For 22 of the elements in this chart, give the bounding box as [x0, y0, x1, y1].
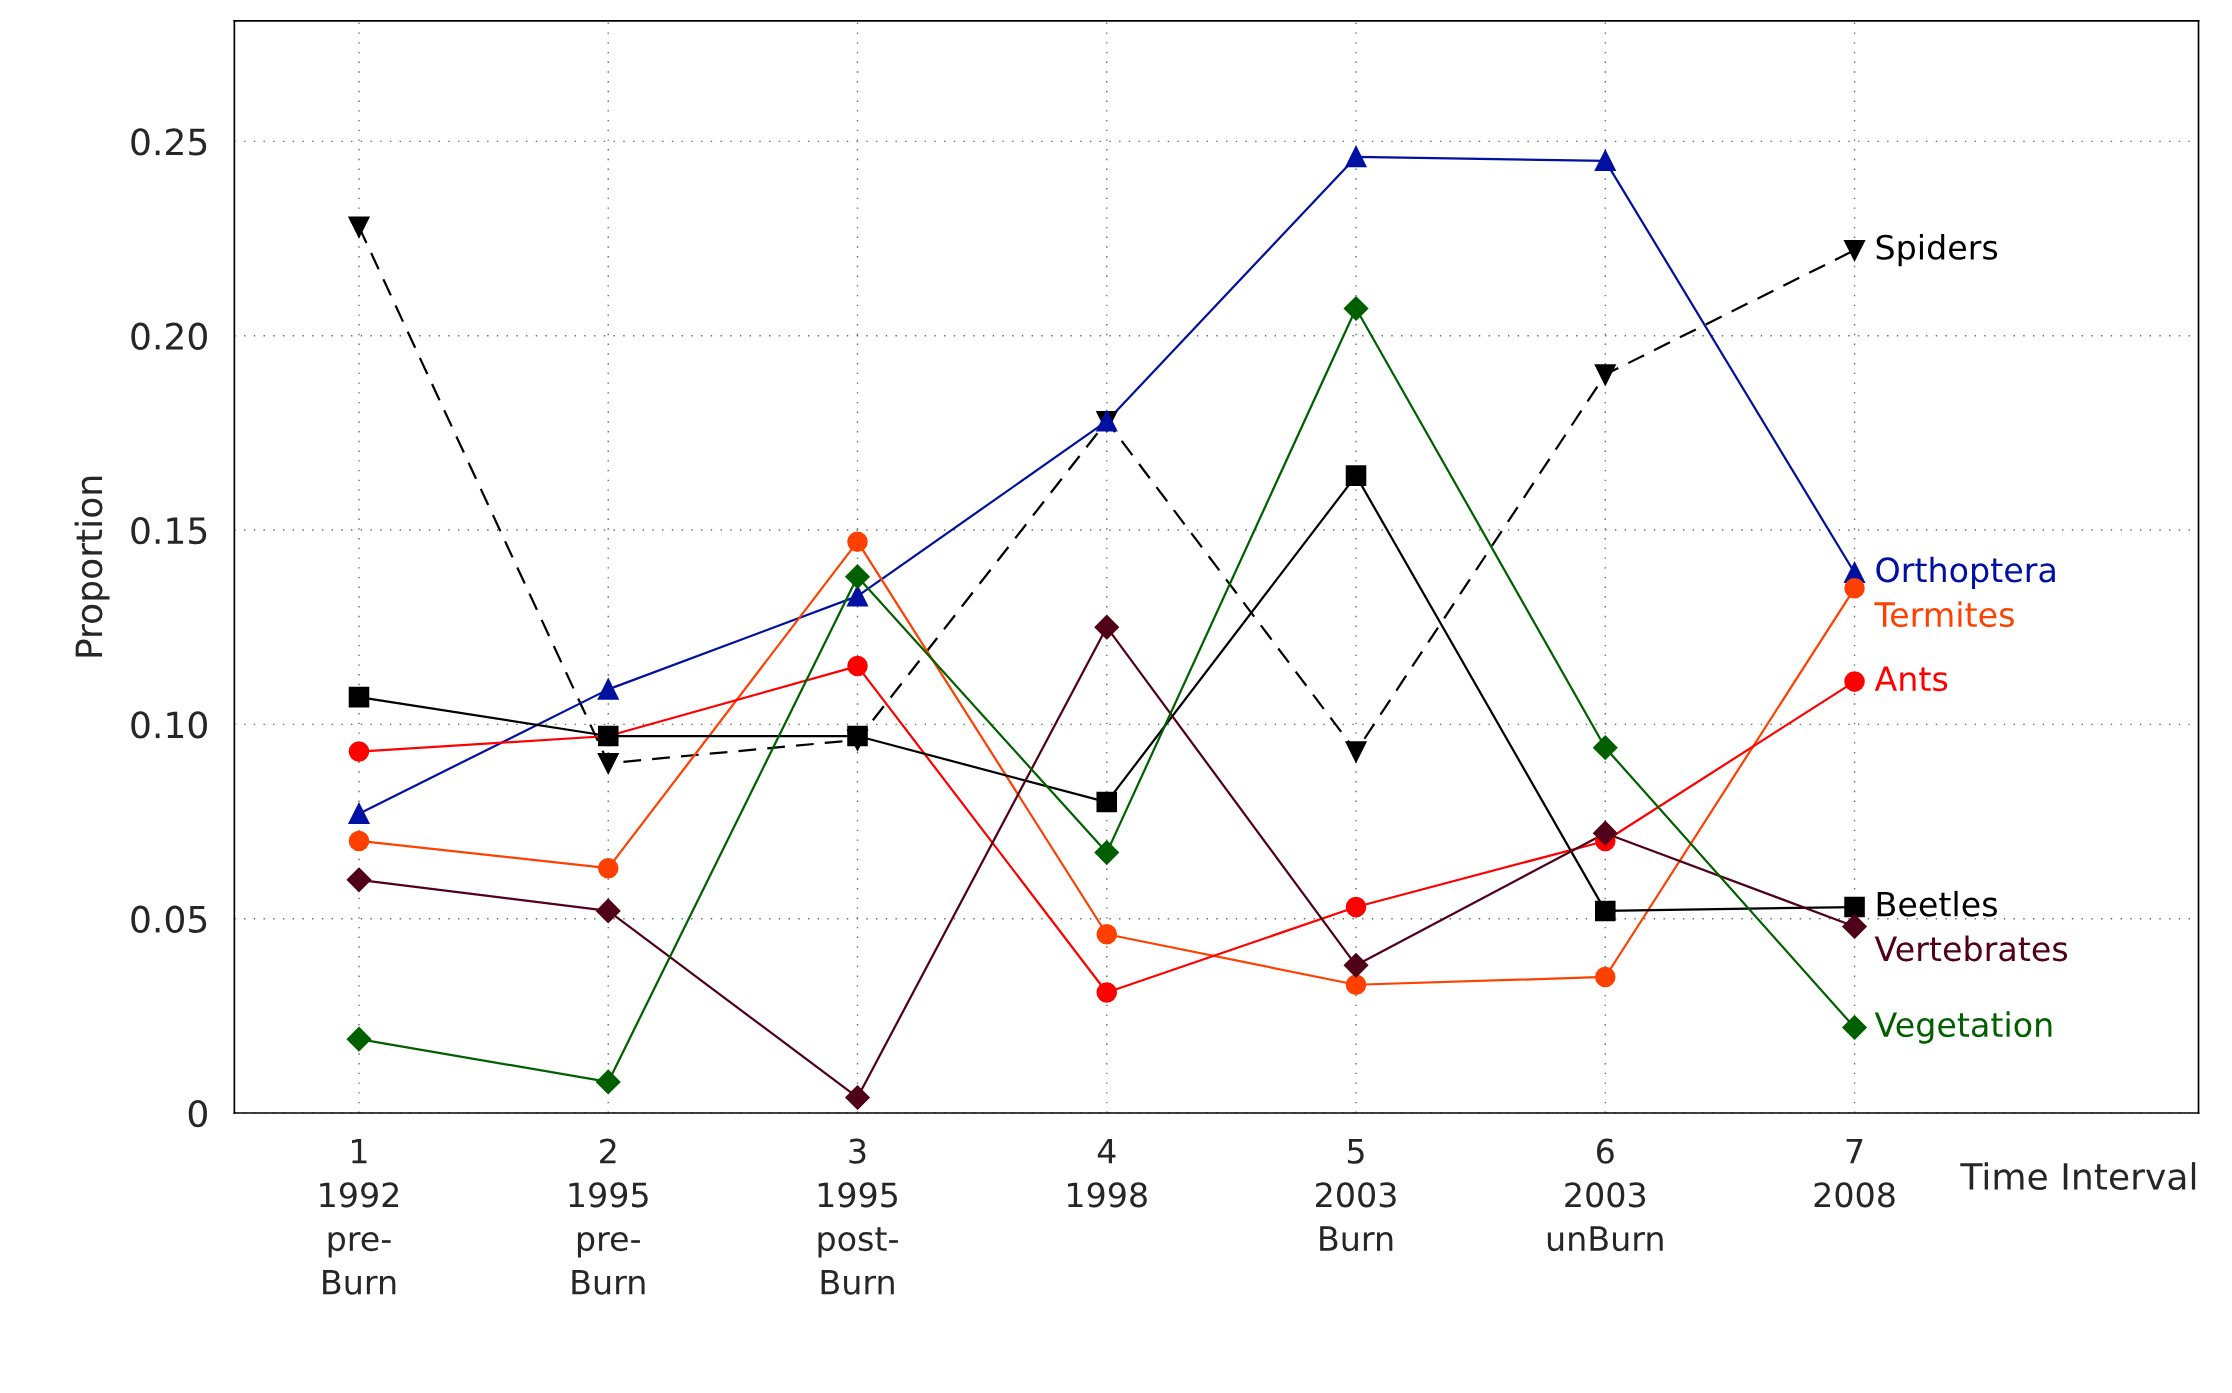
x-tick-label: 1 1992 pre- Burn	[320, 1139, 399, 1295]
x-tick-label: 7 2008	[1814, 1139, 1895, 1208]
y-tick-label: 0.05	[131, 905, 207, 933]
series-label: Vertebrates	[1874, 935, 2068, 962]
series-label: Beetles	[1877, 890, 1997, 917]
x-tick-label: 6 2003 unBurn	[1547, 1138, 1663, 1252]
y-tick-label: 0	[188, 1099, 207, 1128]
y-tick-label: 0.10	[131, 711, 207, 739]
y-tick-label: 0.20	[131, 322, 207, 350]
x-tick-label: 4 1998	[1068, 1139, 1147, 1208]
y-axis-title: Proportion	[74, 476, 110, 657]
y-tick-label: 0.25	[131, 128, 207, 156]
series-label: Ants	[1874, 666, 1948, 692]
series-label: Spiders	[1876, 234, 1998, 267]
series-label: Vegetation	[1874, 1011, 2052, 1044]
x-tick-label: 2 1995 pre- Burn	[569, 1138, 648, 1295]
series-label: Termites	[1874, 601, 2014, 628]
series-label: Orthoptera	[1876, 556, 2055, 589]
x-axis-title: Time Interval	[1960, 1162, 2196, 1191]
y-tick-label: 0.15	[131, 516, 207, 545]
x-tick-label: 5 2003 Burn	[1316, 1139, 1396, 1252]
x-tick-label: 3 1995 post- Burn	[818, 1138, 898, 1295]
